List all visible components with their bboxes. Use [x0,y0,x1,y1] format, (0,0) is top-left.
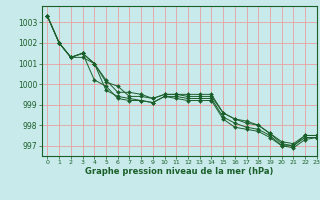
X-axis label: Graphe pression niveau de la mer (hPa): Graphe pression niveau de la mer (hPa) [85,167,273,176]
